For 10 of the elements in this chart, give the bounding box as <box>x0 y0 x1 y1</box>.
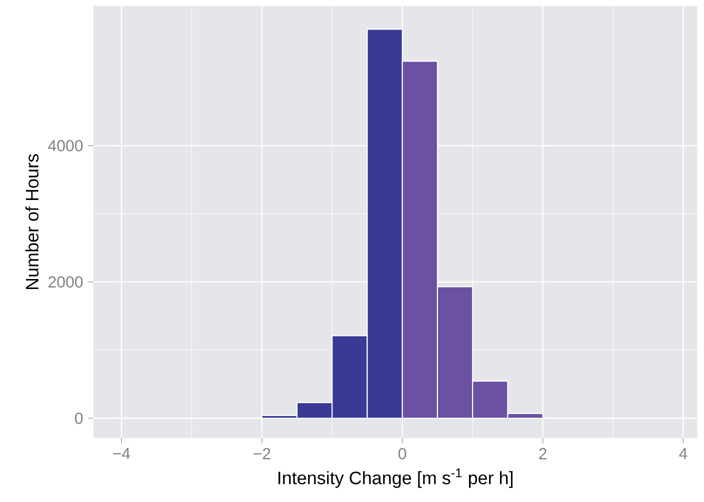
y-tick-label: 0 <box>75 412 83 424</box>
x-tick-label: −4 <box>113 448 130 460</box>
x-tick-label: 2 <box>539 448 546 460</box>
x-tick-label: 4 <box>679 448 688 460</box>
y-axis-title: Number of Hours <box>25 154 39 290</box>
x-tick-label: 0 <box>398 448 406 460</box>
x-tick-label: −2 <box>254 448 270 460</box>
y-tick-label: 2000 <box>48 276 83 288</box>
y-tick-label: 4000 <box>48 140 83 152</box>
x-axis-title: Intensity Change [m s$^{-1}$ per h] <box>278 468 513 488</box>
